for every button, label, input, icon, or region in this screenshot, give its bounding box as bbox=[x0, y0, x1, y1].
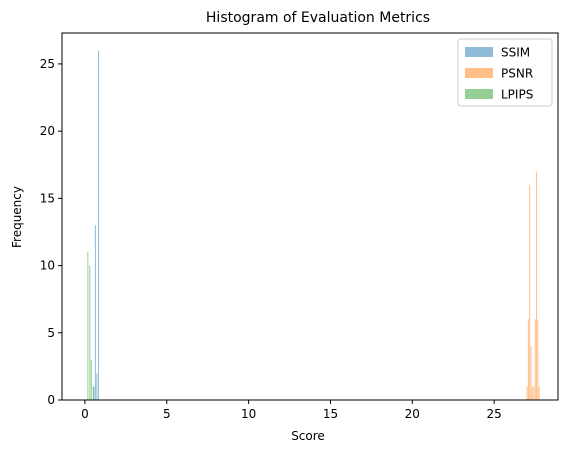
legend-swatch-psnr bbox=[465, 68, 493, 78]
histogram-bar-psnr-8 bbox=[537, 319, 539, 400]
y-axis-ticks: 0 5 10 15 20 25 bbox=[40, 57, 62, 407]
x-tick-label: 15 bbox=[323, 407, 338, 421]
x-tick-label: 5 bbox=[163, 407, 171, 421]
y-tick-label: 0 bbox=[47, 393, 55, 407]
histogram-bar-psnr-1 bbox=[527, 319, 529, 400]
histogram-bar-lpips-3 bbox=[92, 386, 94, 400]
histogram-bar-psnr-9 bbox=[538, 386, 540, 400]
y-tick-label: 15 bbox=[40, 191, 55, 205]
histogram-bar-psnr-0 bbox=[526, 386, 528, 400]
legend-label-lpips: LPIPS bbox=[501, 88, 533, 102]
y-tick-label: 25 bbox=[40, 57, 55, 71]
x-tick-label: 10 bbox=[241, 407, 256, 421]
legend-swatch-ssim bbox=[465, 47, 493, 57]
x-axis-ticks: 0 5 10 15 20 25 bbox=[81, 400, 502, 421]
chart-title: Histogram of Evaluation Metrics bbox=[206, 10, 430, 26]
histogram-bar-lpips-2 bbox=[90, 359, 92, 400]
y-tick-label: 20 bbox=[40, 124, 55, 138]
plot-frame bbox=[61, 32, 559, 401]
histogram-bar-psnr-3 bbox=[530, 346, 532, 400]
x-axis-label: Score bbox=[291, 429, 325, 443]
legend-label-psnr: PSNR bbox=[501, 67, 533, 81]
bars-layer bbox=[87, 50, 540, 400]
y-tick-label: 10 bbox=[40, 259, 55, 273]
x-tick-label: 20 bbox=[405, 407, 420, 421]
histogram-bar-lpips-1 bbox=[89, 265, 91, 400]
legend-label-ssim: SSIM bbox=[501, 46, 530, 60]
histogram-bar-ssim-1 bbox=[94, 225, 96, 400]
histogram-bar-psnr-7 bbox=[536, 171, 538, 400]
histogram-bar-psnr-6 bbox=[534, 319, 536, 400]
histogram-bar-ssim-2 bbox=[96, 373, 98, 400]
legend: SSIM PSNR LPIPS bbox=[457, 38, 553, 107]
x-tick-label: 0 bbox=[81, 407, 89, 421]
x-tick-label: 25 bbox=[487, 407, 502, 421]
histogram-bar-ssim-3 bbox=[98, 50, 100, 400]
y-tick-label: 5 bbox=[47, 326, 55, 340]
histogram-bar-lpips-0 bbox=[87, 252, 89, 400]
histogram-bar-psnr-2 bbox=[529, 184, 531, 400]
histogram-bar-psnr-5 bbox=[533, 386, 535, 400]
histogram-bar-psnr-4 bbox=[531, 386, 533, 400]
y-axis-label: Frequency bbox=[10, 186, 24, 248]
legend-swatch-lpips bbox=[465, 89, 493, 99]
histogram-bar-ssim-0 bbox=[93, 386, 95, 400]
